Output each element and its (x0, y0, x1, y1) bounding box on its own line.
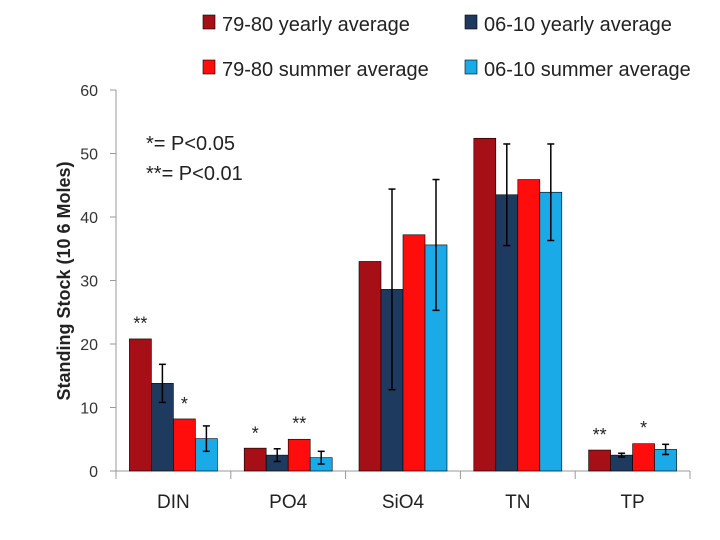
bar-79-80-yearly-average-tp (588, 449, 611, 472)
x-tick-label-tn: TN (505, 492, 530, 513)
bar-79-80-yearly-average-tn (473, 137, 497, 472)
error-bar-06-10-yearly-average-tn (503, 143, 511, 247)
y-tick-label-20: 20 (80, 337, 98, 354)
significance-mark-3: ** (292, 414, 306, 434)
bar-79-80-yearly-average-sio4 (358, 261, 382, 472)
legend-label: 79-80 summer average (222, 59, 429, 81)
p-value-note: *= P<0.05 **= P<0.01 (146, 133, 243, 185)
significance-mark-4: ** (593, 425, 607, 445)
y-tick-label-10: 10 (80, 401, 98, 418)
error-bar-06-10-summer-average-tp (662, 443, 670, 456)
error-bar-06-10-summer-average-po4 (317, 450, 325, 465)
y-tick-label-40: 40 (80, 210, 98, 227)
error-bar-06-10-summer-average-sio4 (432, 178, 440, 312)
significance-marks: **** **** * (133, 313, 647, 445)
x-tick-label-din: DIN (157, 492, 190, 513)
significance-mark-2: * (252, 423, 259, 443)
legend-label: 06-10 summer average (484, 59, 691, 81)
error-bars (158, 143, 670, 465)
legend-label: 79-80 yearly average (222, 14, 410, 36)
legend-item-79-80-yearly-average: 79-80 yearly average (202, 14, 410, 36)
error-bar-06-10-yearly-average-din (158, 363, 166, 404)
bar-79-80-summer-average-tp (632, 443, 655, 472)
y-tick-label-30: 30 (80, 274, 98, 291)
legend-swatch (464, 14, 478, 30)
bar-79-80-summer-average-tn (517, 179, 541, 472)
note-line-1: *= P<0.05 (146, 133, 235, 155)
significance-mark-5: * (640, 418, 647, 438)
bar-79-80-yearly-average-po4 (243, 447, 267, 472)
x-tick-label-sio4: SiO4 (382, 492, 425, 513)
legend: 79-80 yearly average 06-10 yearly average… (202, 14, 691, 81)
legend-swatch (202, 59, 216, 75)
bar-79-80-summer-average-po4 (287, 438, 311, 472)
significance-mark-1: * (181, 394, 188, 414)
legend-label: 06-10 yearly average (484, 14, 672, 36)
y-tick-label-0: 0 (89, 464, 98, 481)
y-tick-label-50: 50 (80, 147, 98, 164)
legend-item-06-10-yearly-average: 06-10 yearly average (464, 14, 672, 36)
y-tick-label-60: 60 (80, 83, 98, 100)
legend-item-79-80-summer-average: 79-80 summer average (202, 59, 429, 81)
y-axis-label: Standing Stock (10 6 Moles) (54, 161, 74, 400)
bar-79-80-yearly-average-din (129, 338, 152, 472)
x-tick-label-po4: PO4 (269, 492, 307, 513)
x-tick-label-tp: TP (620, 492, 644, 513)
legend-swatch (464, 59, 478, 75)
error-bar-06-10-summer-average-din (202, 425, 210, 453)
legend-swatch (202, 14, 216, 30)
error-bar-06-10-yearly-average-tp (618, 452, 626, 458)
legend-item-06-10-summer-average: 06-10 summer average (464, 59, 691, 81)
bars (129, 137, 677, 472)
x-axis: DIN PO4 SiO4 TN TP (115, 470, 691, 513)
note-line-2: **= P<0.01 (146, 163, 243, 185)
bar-79-80-summer-average-din (173, 418, 196, 472)
significance-mark-0: ** (133, 313, 147, 333)
error-bar-06-10-summer-average-tn (547, 143, 555, 242)
y-axis: 0 10 20 30 40 50 60 (80, 83, 117, 481)
error-bar-06-10-yearly-average-po4 (273, 448, 281, 463)
error-bar-06-10-yearly-average-sio4 (388, 188, 396, 391)
bar-79-80-summer-average-sio4 (402, 234, 426, 472)
